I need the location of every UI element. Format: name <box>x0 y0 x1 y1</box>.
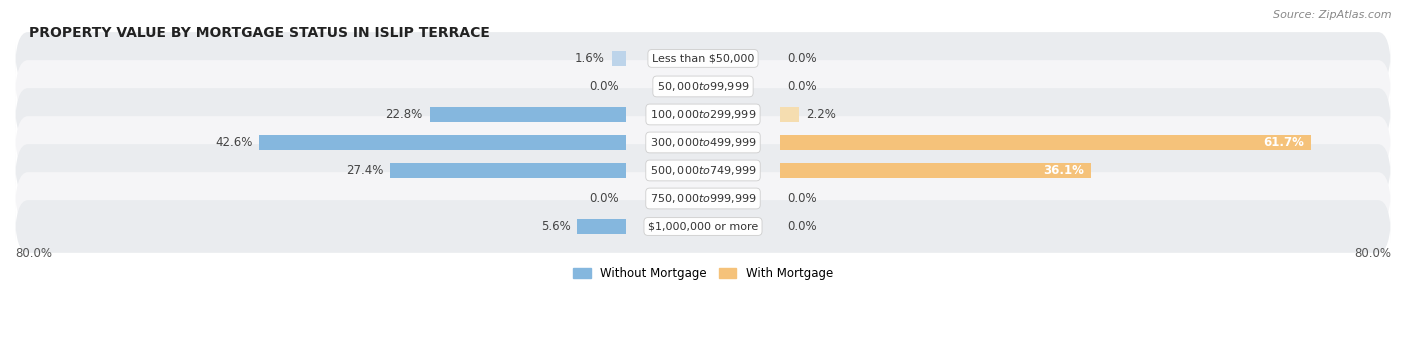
Bar <box>780 135 1310 150</box>
Text: $750,000 to $999,999: $750,000 to $999,999 <box>650 192 756 205</box>
Text: Source: ZipAtlas.com: Source: ZipAtlas.com <box>1274 10 1392 20</box>
Text: Less than $50,000: Less than $50,000 <box>652 53 754 64</box>
Text: 0.0%: 0.0% <box>787 220 817 233</box>
Text: $50,000 to $99,999: $50,000 to $99,999 <box>657 80 749 93</box>
Text: 0.0%: 0.0% <box>787 52 817 65</box>
Bar <box>780 107 800 122</box>
Legend: Without Mortgage, With Mortgage: Without Mortgage, With Mortgage <box>568 262 838 285</box>
FancyBboxPatch shape <box>15 88 1391 141</box>
Text: 0.0%: 0.0% <box>589 192 619 205</box>
Text: 27.4%: 27.4% <box>346 164 382 177</box>
FancyBboxPatch shape <box>15 144 1391 197</box>
Bar <box>429 107 626 122</box>
Text: 5.6%: 5.6% <box>541 220 571 233</box>
Bar <box>612 51 626 66</box>
Text: 0.0%: 0.0% <box>787 80 817 93</box>
Text: 61.7%: 61.7% <box>1263 136 1305 149</box>
FancyBboxPatch shape <box>15 32 1391 85</box>
FancyBboxPatch shape <box>15 116 1391 169</box>
Text: $100,000 to $299,999: $100,000 to $299,999 <box>650 108 756 121</box>
FancyBboxPatch shape <box>15 172 1391 225</box>
Text: 22.8%: 22.8% <box>385 108 423 121</box>
Text: $300,000 to $499,999: $300,000 to $499,999 <box>650 136 756 149</box>
Text: 2.2%: 2.2% <box>806 108 837 121</box>
Bar <box>780 163 1091 178</box>
Text: 80.0%: 80.0% <box>1354 246 1391 260</box>
Text: 1.6%: 1.6% <box>575 52 605 65</box>
Bar <box>389 163 626 178</box>
Text: $500,000 to $749,999: $500,000 to $749,999 <box>650 164 756 177</box>
Text: 42.6%: 42.6% <box>215 136 252 149</box>
Text: 36.1%: 36.1% <box>1043 164 1084 177</box>
Bar <box>578 219 626 234</box>
Text: 80.0%: 80.0% <box>15 246 52 260</box>
Bar <box>259 135 626 150</box>
Text: 0.0%: 0.0% <box>787 192 817 205</box>
Text: 0.0%: 0.0% <box>589 80 619 93</box>
Text: $1,000,000 or more: $1,000,000 or more <box>648 221 758 232</box>
FancyBboxPatch shape <box>15 200 1391 253</box>
FancyBboxPatch shape <box>15 60 1391 113</box>
Text: PROPERTY VALUE BY MORTGAGE STATUS IN ISLIP TERRACE: PROPERTY VALUE BY MORTGAGE STATUS IN ISL… <box>28 27 489 40</box>
